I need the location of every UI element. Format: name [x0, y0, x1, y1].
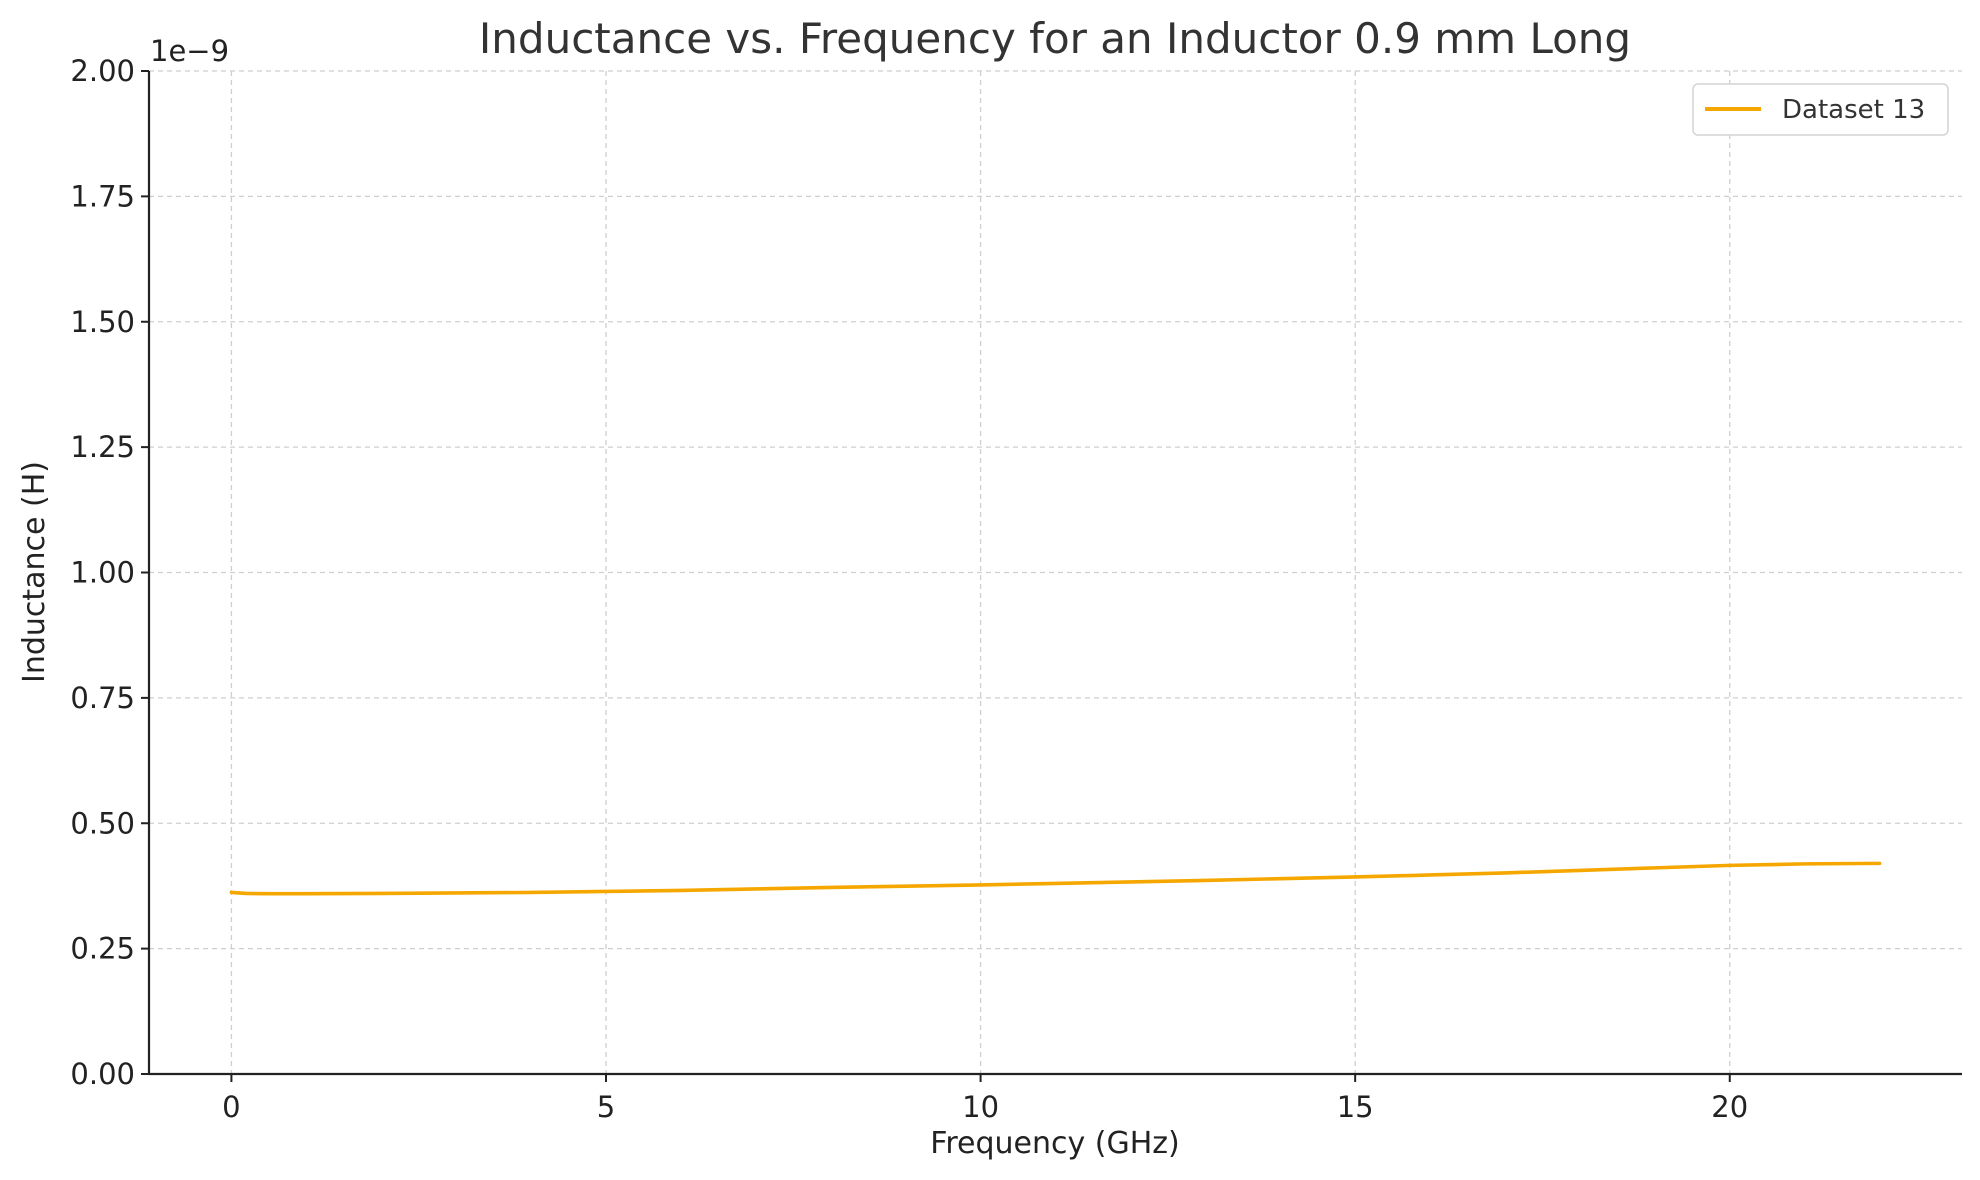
legend-box: [1692, 83, 1949, 136]
series-line: [229, 861, 1882, 896]
chart-title: Inductance vs. Frequency for an Inductor…: [479, 14, 1631, 63]
x-tick-label: 0: [222, 1090, 240, 1124]
x-tick-label: 10: [962, 1090, 999, 1124]
grid: [149, 70, 1962, 1075]
y-tick-label: 2.00: [70, 54, 135, 88]
y-scale-label: 1e−9: [150, 34, 229, 68]
x-tick-label: 20: [1711, 1090, 1748, 1124]
y-tick-label: 0.75: [70, 681, 135, 715]
x-tick-label: 5: [597, 1090, 615, 1124]
y-tick-label: 1.50: [70, 305, 135, 339]
series-layer: [229, 861, 1882, 896]
ticks: 0 5 10 15 20 0.00 0.25 0.50 0.75 1.00 1.25 1.50 1.75…: [70, 54, 1748, 1124]
y-axis-title: Inductance (H): [17, 461, 52, 683]
y-tick-label: 0.25: [70, 932, 135, 966]
y-tick-label: 0.50: [70, 806, 135, 840]
legend: Dataset 13: [1692, 83, 1949, 136]
y-tick-label: 1.75: [70, 179, 135, 213]
y-tick-label: 1.00: [70, 556, 135, 590]
y-tick-label: 1.25: [70, 430, 135, 464]
y-tick-label: 0.00: [70, 1057, 135, 1091]
legend-label: Dataset 13: [1782, 95, 1925, 125]
x-tick-label: 15: [1337, 1090, 1374, 1124]
x-axis-title: Frequency (GHz): [930, 1126, 1179, 1161]
